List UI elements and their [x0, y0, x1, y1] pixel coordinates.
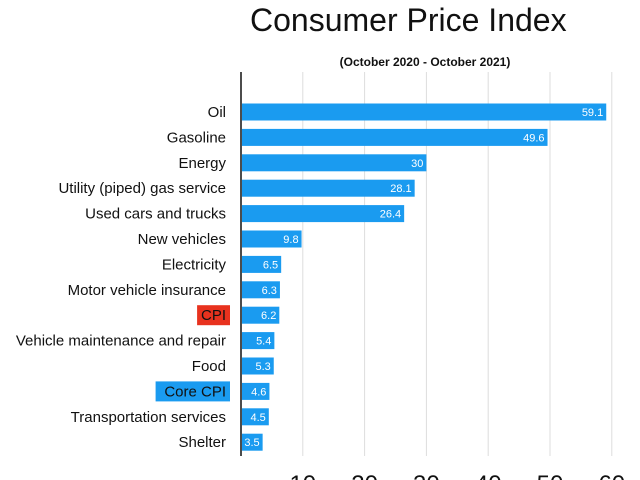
bar-utility-piped-gas-service [242, 179, 415, 197]
bar-value-label: 3.5 [244, 437, 259, 449]
bar-new-vehicles [242, 230, 302, 248]
category-label: Oil [208, 104, 226, 121]
category-label: Core CPI [164, 383, 226, 400]
bar-cpi [242, 306, 280, 324]
bar-value-label: 30 [411, 158, 423, 170]
bar-value-label: 9.8 [283, 234, 298, 246]
x-tick-layer: 10 20 30 40 50 60 [289, 471, 625, 480]
category-label: Used cars and trucks [85, 206, 226, 223]
bar-value-label: 5.3 [255, 361, 270, 373]
category-label: Motor vehicle insurance [68, 282, 226, 299]
bar-value-label: 6.3 [262, 285, 277, 297]
x-tick-label-60: 60 [598, 471, 625, 480]
category-label-layer: Oil Gasoline Energy Utility (piped) gas ser… [16, 104, 230, 451]
category-label: Vehicle maintenance and repair [16, 333, 226, 350]
x-tick-label-10: 10 [289, 471, 316, 480]
bar-value-label: 28.1 [390, 183, 411, 195]
bar-core-cpi [242, 382, 270, 400]
x-tick-label-30: 30 [413, 471, 440, 480]
bar-energy [242, 154, 427, 172]
category-highlight-core-cpi [155, 381, 230, 402]
chart-subtitle: (October 2020 - October 2021) [339, 55, 511, 69]
category-label: New vehicles [138, 231, 226, 248]
bar-value-label: 4.6 [251, 386, 266, 398]
bar-value-label: 5.4 [256, 336, 271, 348]
bar-value-label: 59.1 [582, 107, 603, 119]
x-tick-label-40: 40 [475, 471, 502, 480]
category-label: Electricity [162, 256, 227, 273]
bar-gasoline [242, 128, 548, 146]
category-label: Food [192, 358, 226, 375]
bar-electricity [242, 255, 282, 273]
bar-value-label: 6.5 [263, 259, 278, 271]
bar-food [242, 357, 274, 375]
category-label: Transportation services [71, 409, 226, 426]
bar-shelter [242, 433, 263, 451]
bar-layer: 59.1 49.6 30 28.1 26.4 9.8 6.5 6.3 6.2 5.4 5.3 4.6 4… [242, 103, 607, 451]
grid-layer [302, 72, 613, 456]
bar-motor-vehicle-insurance [242, 281, 280, 299]
bar-used-cars-and-trucks [242, 205, 405, 223]
category-label: Energy [178, 155, 226, 172]
bar-transportation-services [242, 408, 269, 426]
bar-vehicle-maintenance-and-repair [242, 332, 275, 350]
x-tick-label-50: 50 [537, 471, 564, 480]
category-label: CPI [201, 307, 226, 324]
chart-title: Consumer Price Index [250, 2, 567, 38]
bar-value-label: 4.5 [251, 412, 266, 424]
category-label: Shelter [178, 434, 226, 451]
bar-oil [242, 103, 607, 121]
category-highlight-cpi [197, 305, 230, 326]
category-label: Utility (piped) gas service [58, 180, 226, 197]
bar-value-label: 26.4 [380, 209, 401, 221]
x-tick-label-20: 20 [351, 471, 378, 480]
category-label: Gasoline [167, 129, 226, 146]
bar-value-label: 49.6 [523, 132, 544, 144]
bar-value-label: 6.2 [261, 310, 276, 322]
